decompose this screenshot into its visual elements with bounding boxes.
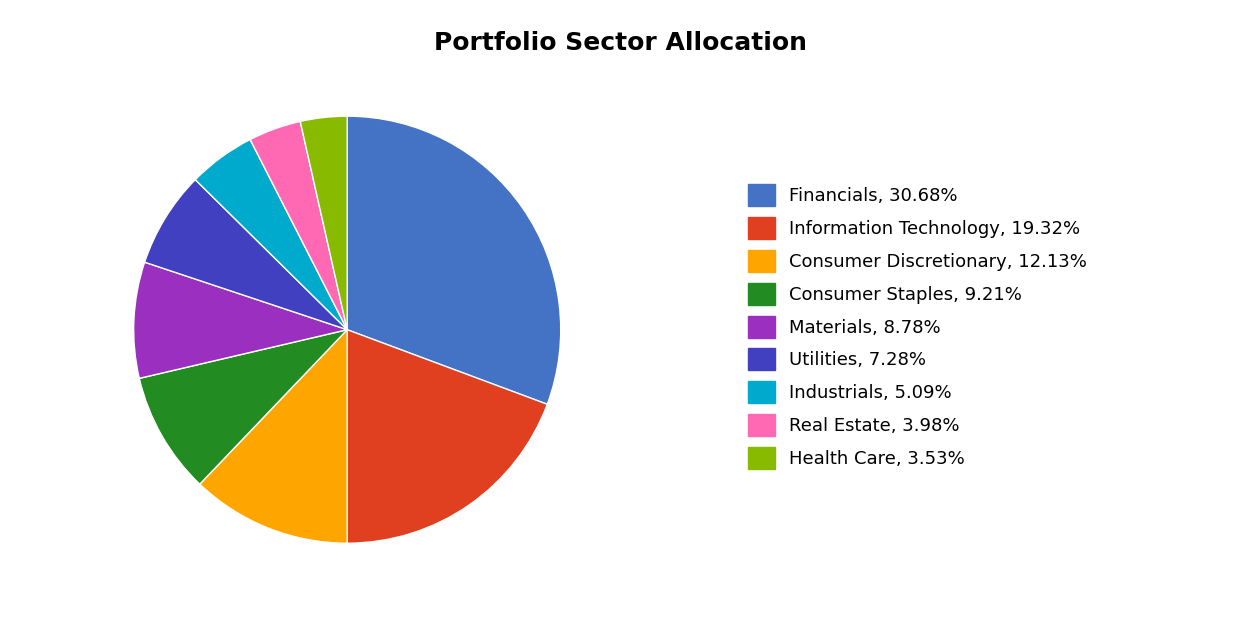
Wedge shape [200,330,347,543]
Legend: Financials, 30.68%, Information Technology, 19.32%, Consumer Discretionary, 12.1: Financials, 30.68%, Information Technolo… [739,175,1096,478]
Wedge shape [145,180,347,330]
Wedge shape [139,330,347,484]
Wedge shape [300,116,347,330]
Wedge shape [347,330,547,543]
Wedge shape [195,139,347,330]
Wedge shape [347,116,560,404]
Text: Portfolio Sector Allocation: Portfolio Sector Allocation [434,31,806,55]
Wedge shape [250,121,347,330]
Wedge shape [134,262,347,379]
